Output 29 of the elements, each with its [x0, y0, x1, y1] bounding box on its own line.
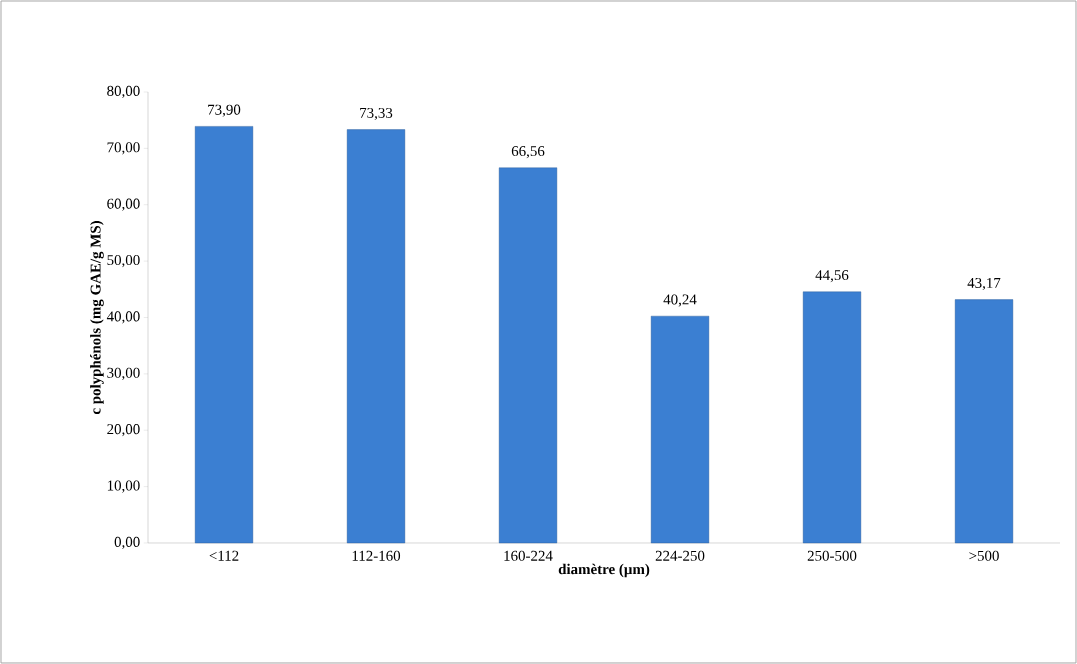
y-tick-label: 10,00: [107, 480, 140, 493]
x-axis-title: diamètre (µm): [558, 563, 650, 578]
y-tick-label: 30,00: [107, 367, 140, 380]
x-tick-label: 250-500: [807, 550, 857, 561]
y-axis-title: c polyphénols (mg GAE/g MS): [90, 221, 104, 415]
y-tick-label: 40,00: [106, 311, 140, 324]
bar: [954, 299, 1014, 544]
bar: [498, 167, 558, 544]
x-tick-label: <112: [209, 550, 239, 561]
x-tick-label: >500: [969, 550, 999, 561]
bar: [194, 126, 254, 544]
data-label: 44,56: [815, 270, 849, 283]
y-tick-label: 80,00: [107, 85, 140, 99]
data-label: 66,56: [511, 146, 545, 159]
data-label: 73,90: [208, 104, 241, 117]
y-tick-label: 20,00: [107, 424, 140, 437]
data-label: 73,33: [360, 107, 393, 121]
bar: [346, 129, 406, 544]
y-tick-label: 0,00: [114, 536, 140, 550]
x-tick-label: 160-224: [504, 550, 553, 561]
bar: [650, 315, 710, 544]
data-label: 40,24: [663, 294, 697, 307]
x-tick-label: 112-160: [352, 550, 401, 561]
y-tick-label: 70,00: [107, 142, 140, 155]
y-tick-label: 60,00: [107, 198, 140, 211]
data-label: 43,17: [967, 277, 1001, 291]
bar: [802, 291, 862, 544]
y-tick-label: 50,00: [107, 254, 140, 268]
x-tick-label: 224-250: [655, 550, 705, 561]
